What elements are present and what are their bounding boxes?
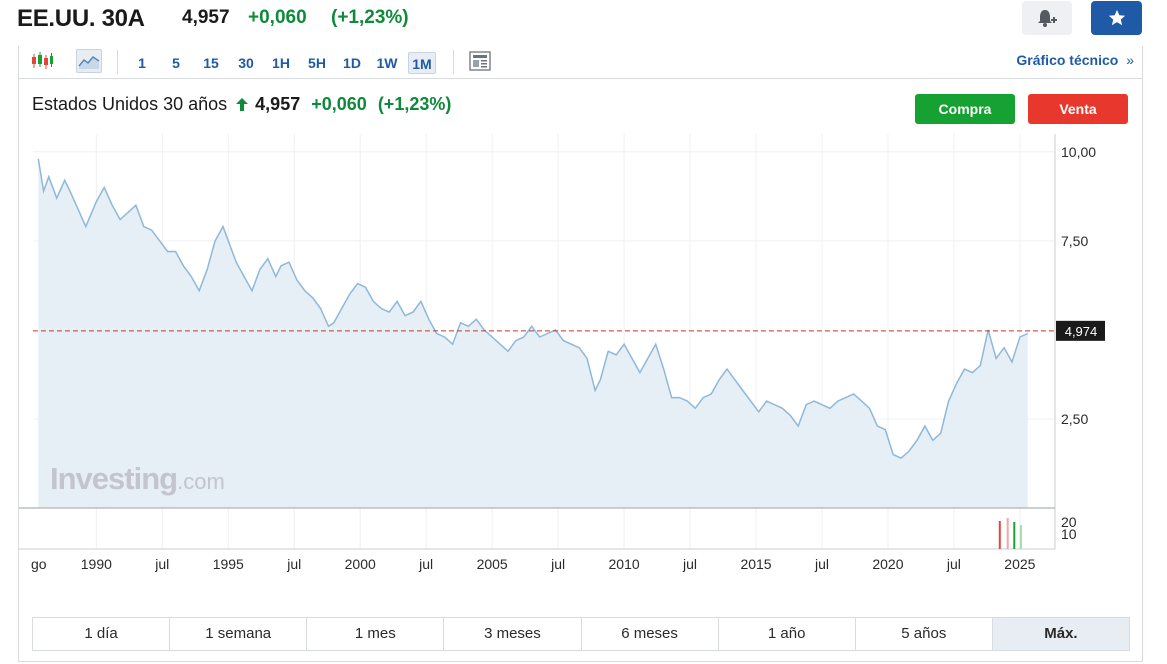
volume-bar <box>1013 522 1016 549</box>
range-5y[interactable]: 5 años <box>856 618 993 650</box>
interval-1h[interactable]: 1H <box>272 55 290 71</box>
header-price: 4,957 <box>182 7 230 28</box>
volume-tick-label: 10 <box>1061 526 1077 542</box>
news-overlay-button[interactable] <box>467 49 493 73</box>
sell-button[interactable]: Venta <box>1028 94 1128 124</box>
buy-button[interactable]: Compra <box>915 94 1015 124</box>
range-6m[interactable]: 6 meses <box>582 618 719 650</box>
chart-card: 1 5 15 30 1H 5H 1D 1W 1M Gráfico técnico… <box>18 46 1143 662</box>
x-tick-label: 2005 <box>477 556 508 572</box>
x-tick-label: 2010 <box>609 556 640 572</box>
watchlist-button[interactable] <box>1091 1 1142 35</box>
instrument-change: +0,060 <box>311 94 367 114</box>
candlestick-icon <box>32 52 53 69</box>
x-tick-label: go <box>31 556 47 572</box>
x-tick-label: jul <box>154 556 169 572</box>
y-tick-label: 2,50 <box>1061 411 1088 427</box>
toolbar-divider <box>453 50 454 74</box>
interval-1[interactable]: 1 <box>138 55 146 71</box>
add-alert-button[interactable] <box>1022 1 1072 35</box>
header-change-pct: (+1,23%) <box>331 7 409 28</box>
x-tick-label: jul <box>946 556 961 572</box>
instrument-name: Estados Unidos 30 años <box>32 94 228 114</box>
watermark-suffix: .com <box>177 469 225 494</box>
technical-chart-label: Gráfico técnico <box>1016 52 1119 68</box>
interval-30[interactable]: 30 <box>238 55 254 71</box>
x-tick-label: 2015 <box>740 556 771 572</box>
bell-plus-icon <box>1038 10 1057 27</box>
range-3m[interactable]: 3 meses <box>444 618 582 650</box>
price-area <box>38 158 1028 508</box>
instrument-header: EE.UU. 30A 4,957 +0,060 (+1,23%) <box>0 0 1167 46</box>
range-1d[interactable]: 1 día <box>33 618 171 650</box>
interval-1w[interactable]: 1W <box>376 55 398 71</box>
x-tick-label: jul <box>814 556 829 572</box>
x-tick-label: 1995 <box>213 556 244 572</box>
chart-toolbar: 1 5 15 30 1H 5H 1D 1W 1M Gráfico técnico… <box>19 46 1142 79</box>
current-price-label: 4,974 <box>1065 324 1098 339</box>
volume-tick-label: 20 <box>1061 514 1077 530</box>
star-icon <box>1108 9 1125 26</box>
toolbar-divider <box>117 50 118 74</box>
interval-1d[interactable]: 1D <box>343 55 361 71</box>
document-icon <box>469 51 491 71</box>
watermark-brand: Investing <box>50 461 178 496</box>
instrument-summary: Estados Unidos 30 años 4,957 +0,060 (+1,… <box>32 94 451 115</box>
price-chart[interactable]: 4,974 10,00 7,50 2,50 2010 go 1990 jul 1995 jul 20… <box>19 46 1142 576</box>
y-tick-label: 10,00 <box>1061 144 1096 160</box>
technical-chart-link[interactable]: Gráfico técnico » <box>1016 52 1134 68</box>
header-change: +0,060 <box>248 7 307 28</box>
price-line <box>37 158 1029 459</box>
interval-5[interactable]: 5 <box>172 55 180 71</box>
x-tick-label: jul <box>682 556 697 572</box>
range-max[interactable]: Máx. <box>992 618 1129 650</box>
x-tick-label: jul <box>286 556 301 572</box>
candlestick-chart-button[interactable] <box>29 49 55 73</box>
volume-bar <box>1006 518 1009 549</box>
y-tick-label: 7,50 <box>1061 233 1088 249</box>
area-chart-button[interactable] <box>76 49 102 73</box>
arrow-up-icon <box>236 98 249 111</box>
current-price-tag <box>1056 320 1105 341</box>
volume-bar <box>998 521 1001 549</box>
x-tick-label: 2020 <box>872 556 903 572</box>
x-tick-label: 2025 <box>1004 556 1035 572</box>
x-tick-label: 1990 <box>81 556 112 572</box>
x-tick-label: jul <box>418 556 433 572</box>
interval-15[interactable]: 15 <box>203 55 219 71</box>
range-1y[interactable]: 1 año <box>719 618 856 650</box>
instrument-change-pct: (+1,23%) <box>377 94 452 114</box>
range-1w[interactable]: 1 semana <box>170 618 308 650</box>
time-range-selector: 1 día 1 semana 1 mes 3 meses 6 meses 1 a… <box>32 617 1130 651</box>
volume-bar <box>1019 525 1022 549</box>
double-chevron-right-icon: » <box>1126 52 1134 68</box>
interval-1m[interactable]: 1M <box>408 52 436 74</box>
symbol-title: EE.UU. 30A <box>17 5 145 32</box>
range-1m[interactable]: 1 mes <box>307 618 445 650</box>
area-chart-icon <box>78 56 100 69</box>
x-tick-label: 2000 <box>345 556 376 572</box>
instrument-price: 4,957 <box>255 94 301 114</box>
interval-5h[interactable]: 5H <box>308 55 326 71</box>
x-tick-label: jul <box>550 556 565 572</box>
investing-watermark: Investing.com <box>50 461 225 497</box>
